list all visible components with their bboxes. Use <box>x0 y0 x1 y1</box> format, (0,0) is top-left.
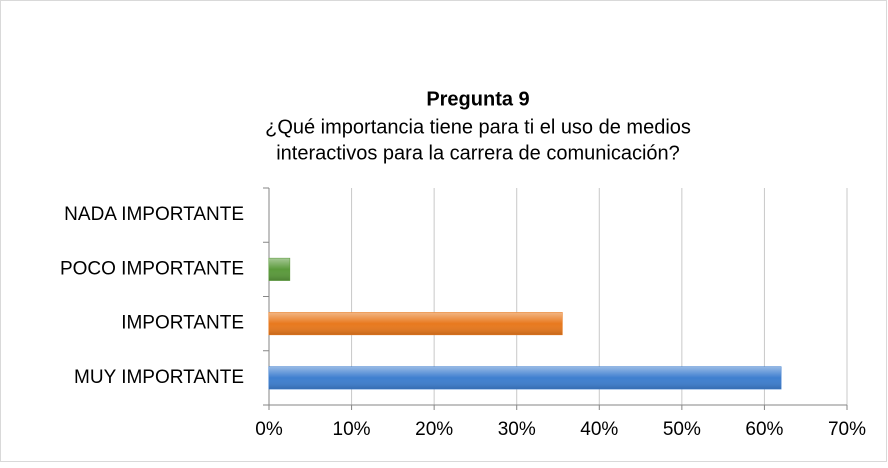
x-tick-label: 20% <box>415 419 453 440</box>
x-tick-label: 40% <box>580 419 618 440</box>
x-tick-label: 0% <box>255 419 283 440</box>
x-tick-label: 60% <box>745 419 783 440</box>
bar-shine <box>269 366 781 389</box>
chart-title: Pregunta 9 <box>426 88 529 110</box>
x-tick-label: 70% <box>828 419 866 440</box>
y-tick-label: IMPORTANTE <box>121 313 244 334</box>
bar-shine <box>269 258 290 281</box>
chart-subtitle: interactivos para la carrera de comunica… <box>276 142 680 164</box>
y-tick-label: POCO IMPORTANTE <box>60 258 244 279</box>
x-tick-label: 50% <box>663 419 701 440</box>
chart-subtitle: ¿Qué importancia tiene para ti el uso de… <box>265 116 691 138</box>
y-tick-label: MUY IMPORTANTE <box>74 367 244 388</box>
y-tick-label: NADA IMPORTANTE <box>64 204 244 225</box>
x-tick-label: 10% <box>333 419 371 440</box>
x-tick-label: 30% <box>498 419 536 440</box>
bar-shine <box>269 312 563 335</box>
